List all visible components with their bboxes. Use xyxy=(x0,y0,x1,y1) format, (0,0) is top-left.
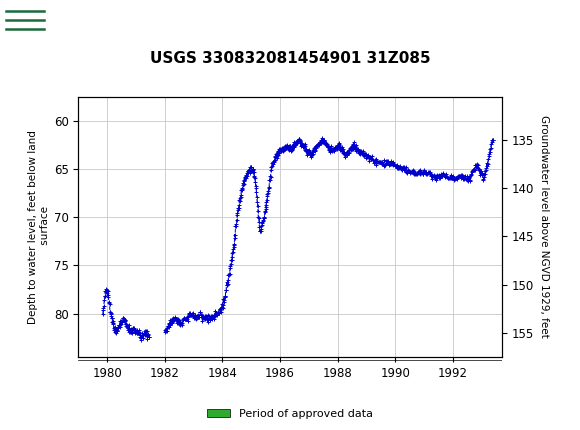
Y-axis label: Groundwater level above NGVD 1929, feet: Groundwater level above NGVD 1929, feet xyxy=(539,115,549,338)
Text: USGS 330832081454901 31Z085: USGS 330832081454901 31Z085 xyxy=(150,51,430,65)
Text: USGS: USGS xyxy=(58,12,113,29)
Y-axis label: Depth to water level, feet below land
 surface: Depth to water level, feet below land su… xyxy=(28,130,49,324)
Bar xyxy=(3,3,52,37)
Legend: Period of approved data: Period of approved data xyxy=(203,405,377,423)
